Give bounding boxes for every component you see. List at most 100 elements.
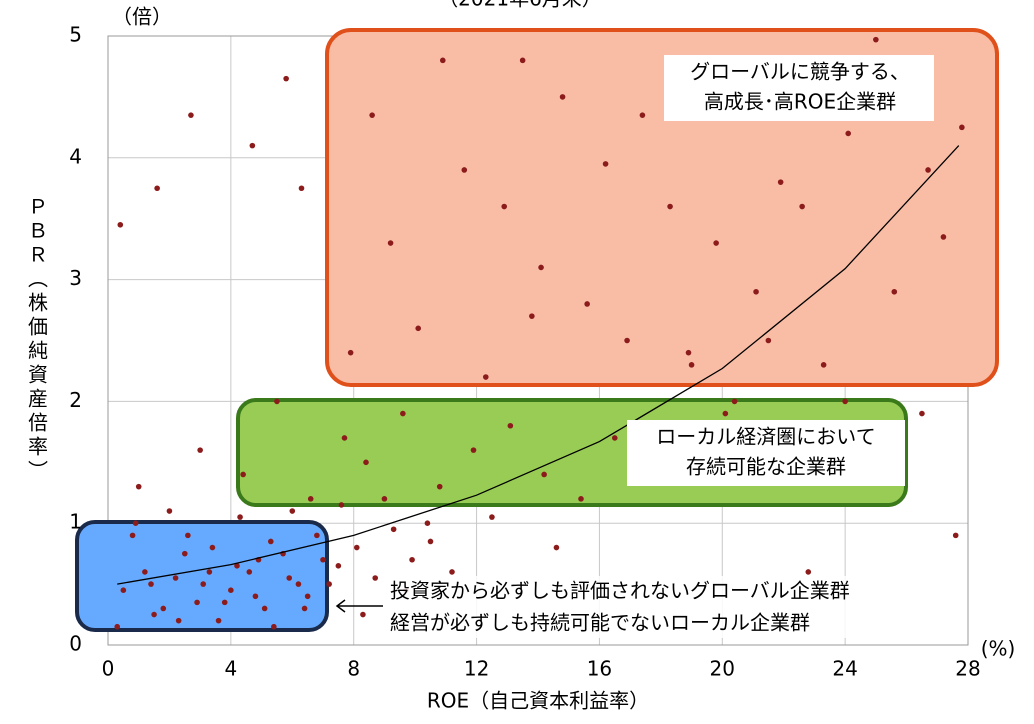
x-axis-label: ROE（自己資本利益率） [427, 689, 649, 713]
point [940, 234, 947, 240]
y-tick-label: 5 [69, 23, 82, 47]
point [304, 593, 311, 600]
point [341, 435, 348, 441]
point [135, 483, 142, 490]
point [249, 142, 256, 149]
point [181, 550, 188, 557]
point [298, 185, 305, 192]
point [845, 130, 852, 137]
point [409, 556, 415, 563]
point [538, 264, 544, 271]
point [925, 167, 931, 173]
point [777, 179, 784, 185]
point [507, 422, 514, 429]
point [667, 203, 673, 210]
point [400, 410, 406, 417]
point [301, 605, 308, 612]
label-box [386, 576, 938, 638]
point [381, 496, 388, 502]
point [501, 203, 508, 210]
subtitle: （2021年6月末） [438, 0, 602, 11]
y-tick-label: 1 [69, 510, 82, 534]
label-box [664, 55, 934, 121]
point [369, 112, 375, 118]
point [449, 569, 455, 575]
y-unit: （倍） [112, 5, 172, 29]
annotation: 経営が必ずしも持続可能でないローカル企業群 [390, 611, 810, 635]
annotation: 高成長･高ROE企業群 [704, 90, 896, 114]
point [624, 337, 630, 344]
point [117, 221, 124, 228]
x-tick-label: 16 [587, 657, 612, 681]
annotation: グローバルに競争する、 [690, 60, 910, 84]
point [688, 362, 695, 368]
x-tick-label: 24 [832, 657, 857, 681]
point [731, 398, 738, 405]
y-tick-label: 3 [69, 266, 82, 290]
y-axis-label: ＰＢＲ（株価純資産倍率） [25, 196, 49, 484]
point [470, 447, 477, 453]
x-tick-label: 0 [102, 657, 115, 681]
point [267, 538, 274, 545]
point [209, 544, 216, 551]
y-tick-label: 2 [69, 388, 82, 412]
point [482, 374, 489, 380]
point [952, 532, 959, 539]
point [274, 398, 280, 405]
point [172, 575, 179, 581]
point [271, 623, 277, 630]
point [873, 36, 879, 43]
point [188, 112, 194, 118]
point [166, 508, 173, 514]
point [314, 532, 320, 539]
point [360, 611, 366, 618]
point [353, 544, 360, 551]
point [148, 581, 154, 587]
point [132, 520, 139, 526]
point [753, 288, 759, 295]
trend-line [117, 145, 960, 585]
point [584, 301, 590, 307]
point [307, 496, 314, 502]
arrow-head [335, 599, 346, 613]
point [160, 605, 167, 612]
point [424, 520, 431, 526]
point [221, 599, 228, 606]
annotation: ローカル経済圏において [656, 425, 875, 449]
point [175, 617, 182, 624]
point [461, 167, 468, 173]
x-tick-label: 28 [955, 657, 980, 681]
point [891, 288, 898, 295]
point [151, 611, 157, 618]
point [489, 514, 495, 520]
annotation: 投資家から必ずしも評価されないグローバル企業群 [390, 579, 850, 603]
point [194, 599, 200, 606]
point [237, 514, 243, 520]
point [427, 538, 434, 545]
point [295, 581, 302, 587]
point [240, 471, 246, 478]
point [326, 581, 332, 587]
point [286, 575, 293, 581]
point [228, 587, 234, 593]
point [142, 569, 148, 575]
point [215, 617, 222, 624]
point [436, 483, 443, 490]
point [120, 587, 127, 593]
point [919, 410, 925, 417]
label-box [627, 420, 905, 486]
point [805, 569, 812, 575]
point [439, 57, 446, 64]
point [559, 94, 566, 100]
point [685, 349, 692, 356]
point [390, 526, 397, 533]
y-tick-label: 0 [69, 632, 82, 656]
x-tick-label: 12 [464, 657, 489, 681]
point [820, 362, 827, 368]
point [713, 240, 719, 246]
point [372, 575, 379, 581]
point [765, 337, 772, 344]
point [842, 398, 848, 405]
point [553, 544, 560, 551]
